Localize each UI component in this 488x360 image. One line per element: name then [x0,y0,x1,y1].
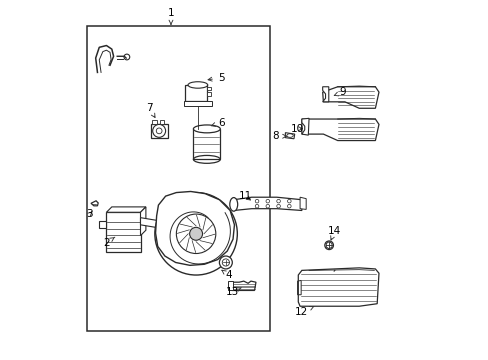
Text: 9: 9 [333,87,346,97]
Bar [150,124,167,138]
Polygon shape [322,87,328,102]
Text: 6: 6 [211,118,224,128]
Polygon shape [230,281,255,291]
Polygon shape [301,118,308,135]
Ellipse shape [229,198,237,211]
Circle shape [324,241,333,249]
Polygon shape [106,207,145,212]
Polygon shape [233,197,301,211]
Text: 13: 13 [225,287,241,297]
Polygon shape [301,119,378,140]
Text: 10: 10 [290,124,304,134]
Text: 8: 8 [272,131,286,141]
Bar [86,26,269,330]
Text: 7: 7 [146,103,155,117]
Polygon shape [228,281,233,291]
Circle shape [155,193,237,275]
Polygon shape [300,197,305,210]
Bar [185,85,206,101]
Polygon shape [140,218,162,228]
Text: 11: 11 [238,191,251,201]
Polygon shape [285,133,294,139]
Circle shape [189,227,202,240]
Polygon shape [140,207,145,235]
Circle shape [152,125,165,137]
Bar [206,92,211,96]
Bar [193,129,220,159]
Text: 5: 5 [208,73,224,83]
Ellipse shape [187,82,207,88]
Text: 12: 12 [295,306,313,317]
Ellipse shape [193,125,220,133]
Text: 2: 2 [103,237,115,248]
Bar [152,120,156,124]
Text: 3: 3 [86,209,93,219]
Text: 1: 1 [167,8,174,24]
Polygon shape [99,221,106,228]
Text: 14: 14 [327,226,341,240]
Polygon shape [155,192,234,265]
Bar [206,87,211,90]
Polygon shape [322,87,378,108]
Text: 4: 4 [222,270,231,280]
Polygon shape [183,101,212,107]
Polygon shape [298,268,378,306]
Bar [106,212,140,252]
Bar [159,120,163,124]
Circle shape [219,256,232,269]
